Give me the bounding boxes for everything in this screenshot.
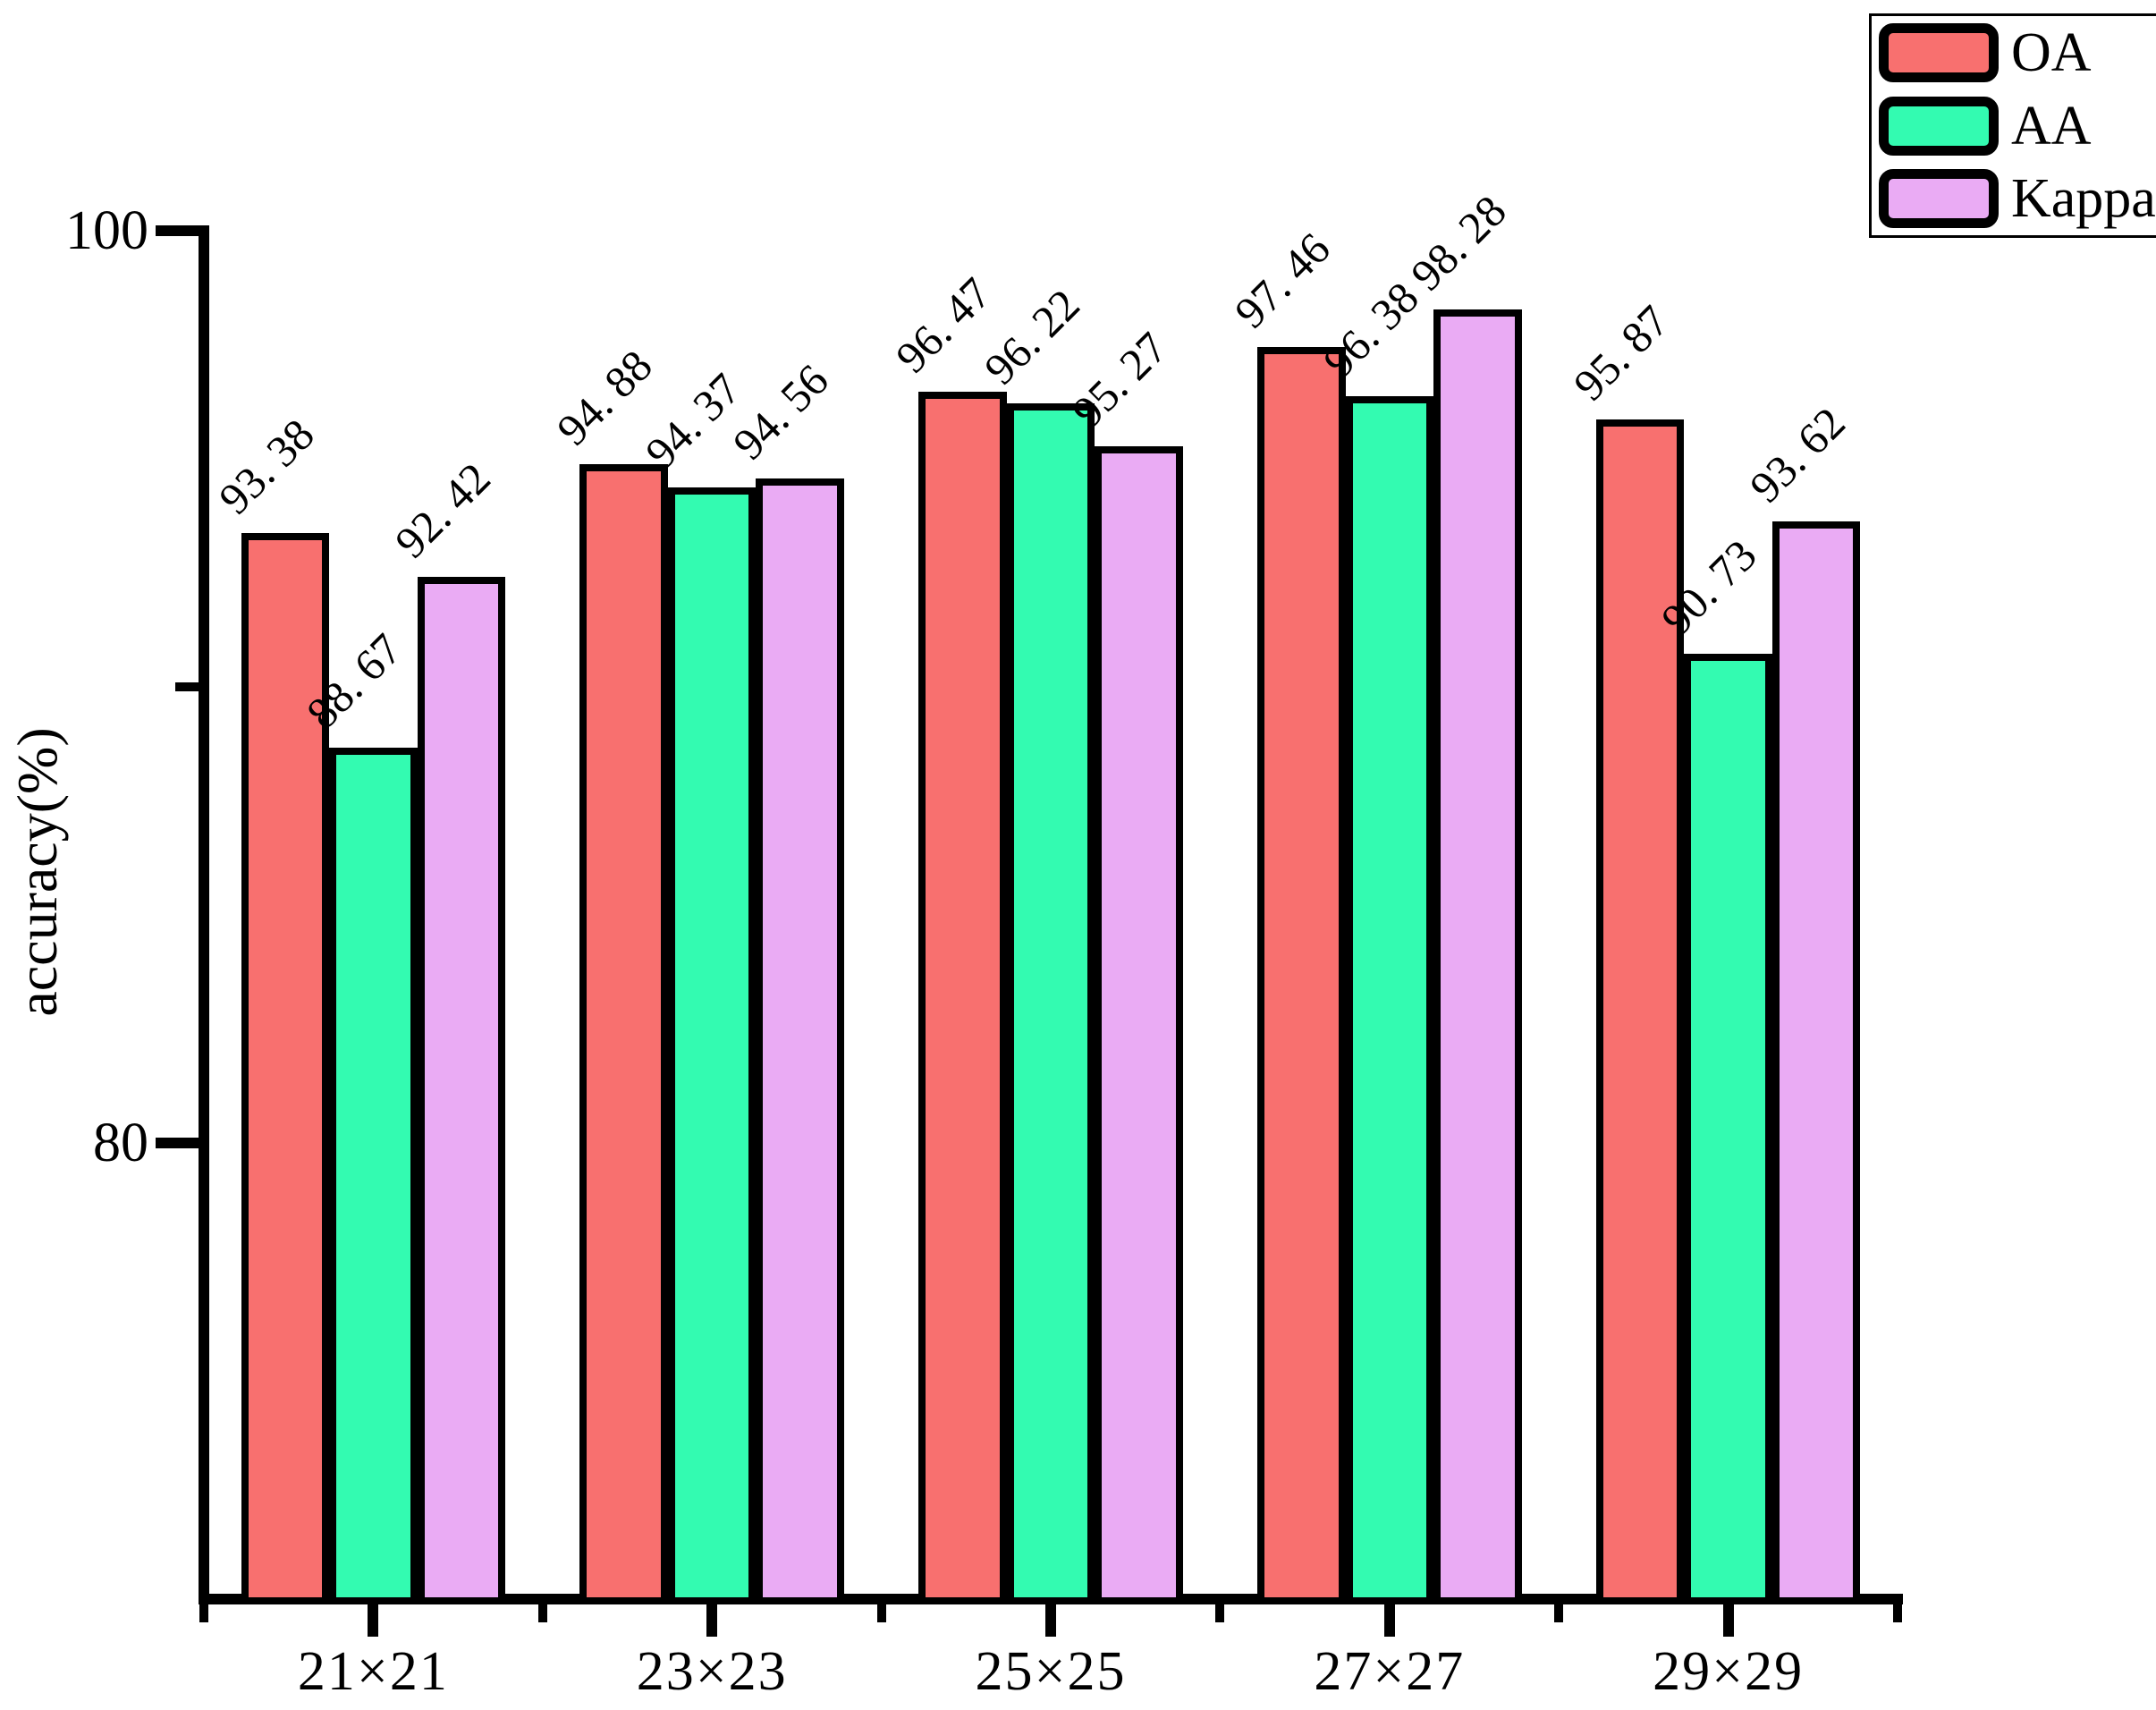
- x-minor-tick: [537, 1604, 547, 1622]
- x-category-label: 23×23: [636, 1641, 788, 1702]
- bar-aa-23x23: [667, 487, 757, 1604]
- bar-kappa-27x27: [1433, 309, 1522, 1604]
- bar-kappa-21x21: [417, 576, 506, 1604]
- bar-value-label: 93. 38: [208, 409, 324, 524]
- bar-aa-29x29: [1684, 653, 1772, 1604]
- x-minor-tick: [1554, 1604, 1564, 1622]
- x-category-label: 29×29: [1653, 1641, 1805, 1702]
- bar-value-label: 92. 42: [385, 453, 500, 567]
- y-major-tick: [156, 225, 199, 236]
- x-minor-tick: [1893, 1604, 1902, 1622]
- bar-kappa-25x25: [1095, 446, 1183, 1604]
- x-major-tick: [1722, 1604, 1734, 1637]
- bar-oa-29x29: [1595, 419, 1685, 1604]
- bar-kappa-29x29: [1771, 521, 1861, 1604]
- bar-value-label: 95. 27: [1062, 322, 1178, 437]
- bar-oa-21x21: [241, 532, 330, 1604]
- x-category-label: 21×21: [297, 1641, 449, 1702]
- bar-oa-25x25: [918, 392, 1007, 1604]
- legend-item-aa: AA: [1879, 95, 2156, 157]
- legend-swatch-aa: [1879, 96, 1999, 156]
- x-category-label: 27×27: [1314, 1641, 1466, 1702]
- legend-label: Kappa: [2011, 168, 2156, 229]
- x-category-label: 25×25: [975, 1641, 1127, 1702]
- x-major-tick: [1045, 1604, 1056, 1637]
- legend-swatch-kappa: [1879, 169, 1999, 228]
- y-axis-line: [199, 225, 209, 1604]
- y-tick-label: 80: [93, 1113, 148, 1173]
- legend-swatch-oa: [1879, 23, 1999, 82]
- bar-value-label: 96. 38: [1313, 272, 1428, 387]
- bar-value-label: 97. 46: [1224, 222, 1340, 337]
- legend-label: AA: [2011, 95, 2092, 157]
- bar-oa-27x27: [1257, 346, 1346, 1604]
- legend-label: OA: [2011, 22, 2092, 83]
- x-major-tick: [706, 1604, 718, 1637]
- x-minor-tick: [1215, 1604, 1225, 1622]
- y-tick-label: 100: [65, 200, 148, 261]
- bar-value-label: 98. 28: [1400, 185, 1516, 301]
- bar-value-label: 94. 56: [723, 354, 839, 470]
- x-minor-tick: [199, 1604, 208, 1622]
- bar-aa-27x27: [1345, 395, 1434, 1604]
- bar-aa-21x21: [329, 747, 418, 1604]
- legend-item-kappa: Kappa: [1879, 169, 2156, 228]
- bar-oa-23x23: [579, 464, 668, 1604]
- legend-item-oa: OA: [1879, 23, 2156, 82]
- x-major-tick: [368, 1604, 379, 1637]
- y-major-tick: [156, 1138, 199, 1148]
- legend: OA AA Kappa: [1869, 13, 2156, 238]
- x-major-tick: [1383, 1604, 1395, 1637]
- y-axis-title: accuracy(%): [5, 727, 69, 1017]
- bar-value-label: 93. 62: [1739, 397, 1855, 512]
- x-minor-tick: [876, 1604, 886, 1622]
- bar-aa-25x25: [1006, 402, 1095, 1604]
- bar-value-label: 95. 87: [1563, 295, 1678, 411]
- bar-kappa-23x23: [756, 478, 844, 1604]
- y-minor-tick: [175, 682, 199, 691]
